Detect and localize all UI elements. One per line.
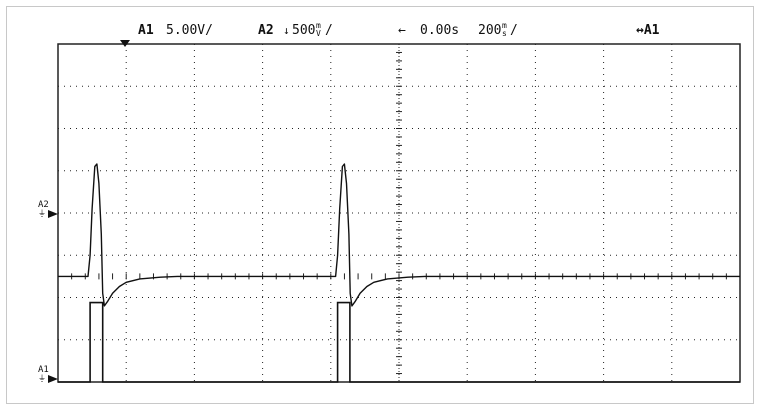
timebase-suffix: / (510, 23, 518, 38)
channel-a2-unit-bottom: V (316, 29, 321, 38)
channel-a1-marker-arrow-icon (48, 375, 58, 383)
trace-a1 (58, 301, 740, 383)
timebase-value: 200 (478, 23, 501, 38)
channel-a2-ground-marker: A2 ⏚ (38, 200, 58, 218)
trace-a2 (58, 163, 740, 307)
timebase-arrow-icon: ← (398, 23, 406, 38)
channel-a2-name: A2 (258, 23, 274, 38)
graticule (57, 43, 741, 383)
channel-a2-marker-arrow-icon (48, 210, 58, 218)
channel-a1-name: A1 (138, 23, 154, 38)
ground-symbol-icon: ⏚ (38, 374, 46, 383)
header-readout: A1 5.00V/ A2 ↓ 500 m V / ← 0.00s 200 m s… (138, 21, 660, 38)
channel-a2-scale-value: 500 (292, 23, 315, 38)
channel-a1-scale: 5.00V/ (166, 23, 213, 38)
trigger-position-marker (120, 40, 130, 47)
oscilloscope-frame (6, 6, 754, 404)
timebase-unit-bottom: s (502, 29, 507, 38)
channel-a1-marker-label: A1 (38, 365, 49, 375)
timebase-unit-top: m (502, 21, 507, 30)
channel-a2-coupling-icon: ↓ (283, 24, 290, 37)
channel-a2-scale-suffix: / (325, 23, 333, 38)
traces (58, 163, 740, 383)
channel-a2-marker-label: A2 (38, 200, 49, 210)
timebase-position: 0.00s (420, 23, 459, 38)
trigger-source: ↔A1 (636, 23, 660, 38)
channel-a1-ground-marker: A1 ⏚ (38, 365, 58, 383)
ground-symbol-icon: ⏚ (38, 209, 46, 218)
channel-a2-unit-top: m (316, 21, 321, 30)
